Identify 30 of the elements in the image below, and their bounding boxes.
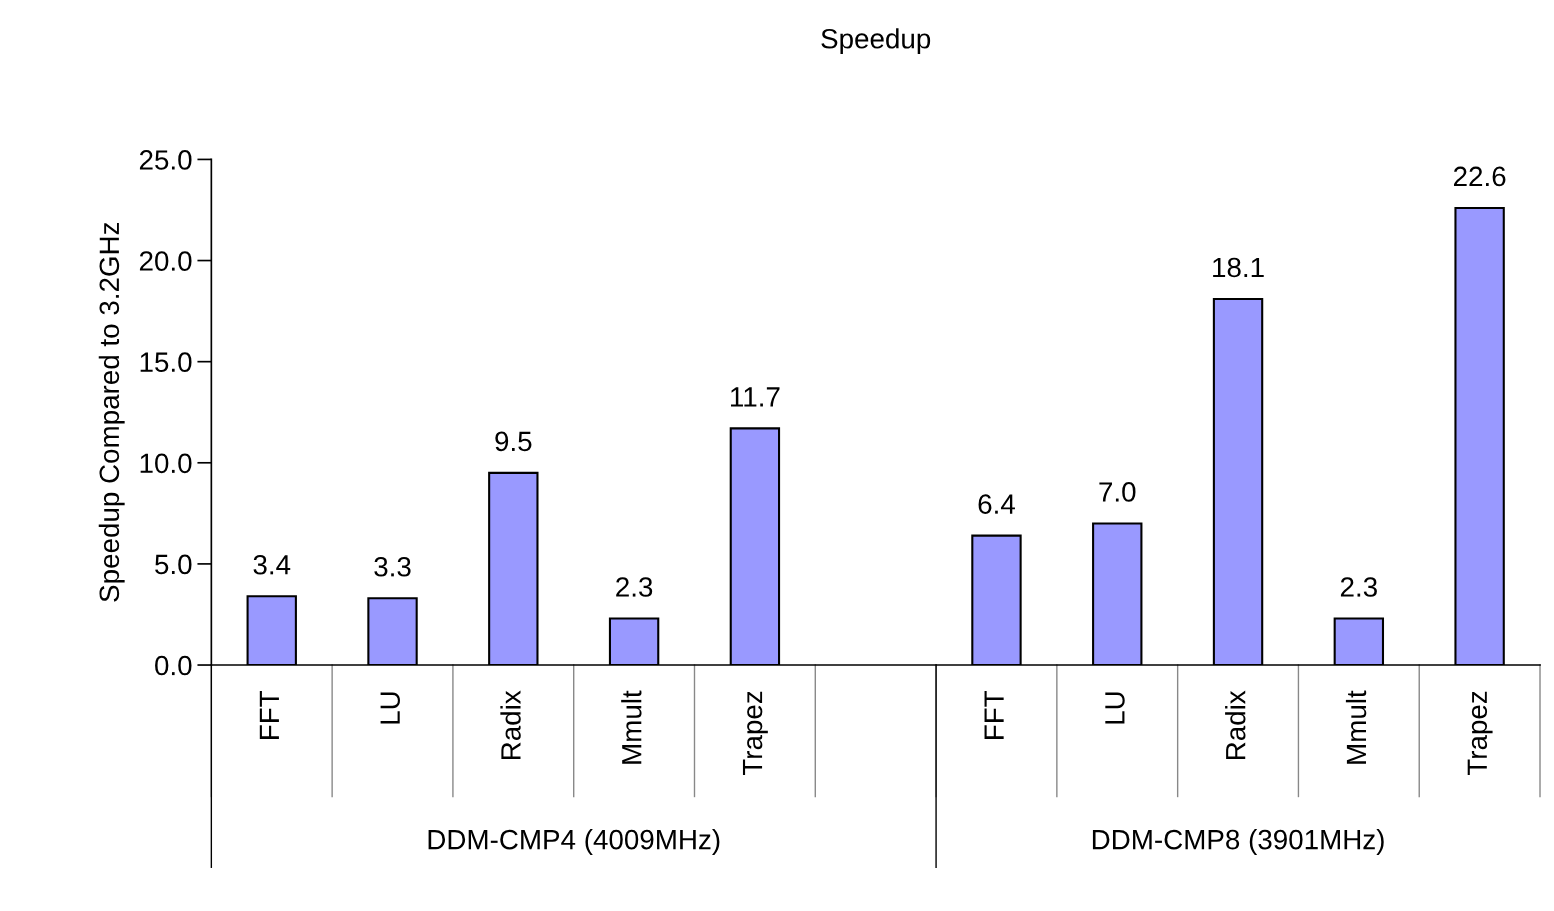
y-tick-label: 10.0 [140,453,192,474]
data-label: 18.1 [1213,257,1264,278]
text: DDM-CMP8 (3901MHz) [1092,829,1384,855]
text: DDM-CMP4 (4009MHz) [428,829,720,855]
x-tick-label: Trapez [1467,691,1493,776]
y-tick-label: 0.0 [155,655,192,676]
x-tick-label: FFT [259,690,279,739]
x-tick-label: Mmult [621,690,642,764]
x-tick-label: LU [1105,692,1125,724]
data-label: 2.3 [1340,577,1377,597]
data-label: 9.5 [495,431,532,452]
data-label: 6.4 [978,494,1015,514]
x-tick-label: Trapez [742,691,768,776]
data-label: 7.0 [1099,482,1136,502]
x-tick-label: FFT [984,690,1004,739]
x-tick-label: Radix [1225,690,1246,760]
y-tick-label: 20.0 [139,251,192,271]
data-label: 2.3 [616,577,653,597]
x-tick-label: Mmult [1345,690,1367,764]
chart-title: Speedup [821,28,931,55]
data-label: 3.3 [374,556,411,577]
y-axis-title: Speedup Compared to 3.2GHz [98,222,125,602]
y-tick-label: 25.0 [139,150,192,170]
y-tick-label: 5.0 [155,554,192,575]
data-label: 22.6 [1453,166,1506,187]
y-tick-label: 15.0 [140,352,192,373]
x-tick-label: Radix [500,690,521,760]
data-label: 11.7 [731,387,780,407]
x-tick-label: LU [380,692,400,724]
data-label: 3.4 [253,554,291,575]
